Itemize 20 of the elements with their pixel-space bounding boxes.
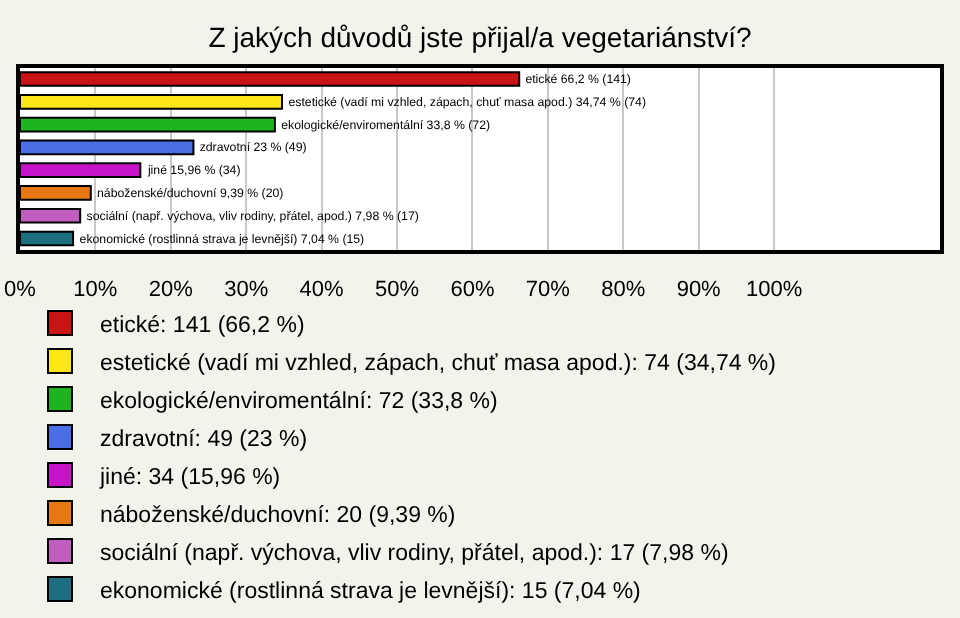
chart-title: Z jakých důvodů jste přijal/a vegetariánství? xyxy=(208,20,752,53)
legend-label: zdravotní: 49 (23 %) xyxy=(100,427,308,452)
x-tick-label: 80% xyxy=(601,277,646,302)
x-tick-label: 10% xyxy=(73,277,118,302)
x-tick-label: 20% xyxy=(148,277,194,302)
x-tick-label: 30% xyxy=(224,277,269,302)
legend-label: náboženské/duchovní: 20 (9,39 %) xyxy=(100,503,456,528)
x-tick-label: 100% xyxy=(745,277,803,302)
legend-label: ekologické/enviromentální: 72 (33,8 %) xyxy=(100,389,498,414)
x-tick-label: 0% xyxy=(4,277,37,302)
x-tick-label: 70% xyxy=(525,277,571,302)
legend-label: sociální (např. výchova, vliv rodiny, přátel, apod.): 17 (7,98 %) xyxy=(100,541,729,566)
x-tick-label: 40% xyxy=(299,277,345,302)
legend-label: estetické (vadí mi vzhled, zápach, chuť masa apod.): 74 (34,74 %) xyxy=(100,351,777,376)
legend-label: jiné: 34 (15,96 %) xyxy=(98,465,281,490)
legend-label: ekonomické (rostlinná strava je levnější): 15 (7,04 %) xyxy=(100,579,642,604)
x-tick-label: 50% xyxy=(375,277,420,302)
x-tick-label: 60% xyxy=(450,277,495,302)
legend-label: etické: 141 (66,2 %) xyxy=(100,313,305,338)
x-tick-label: 90% xyxy=(676,277,722,302)
